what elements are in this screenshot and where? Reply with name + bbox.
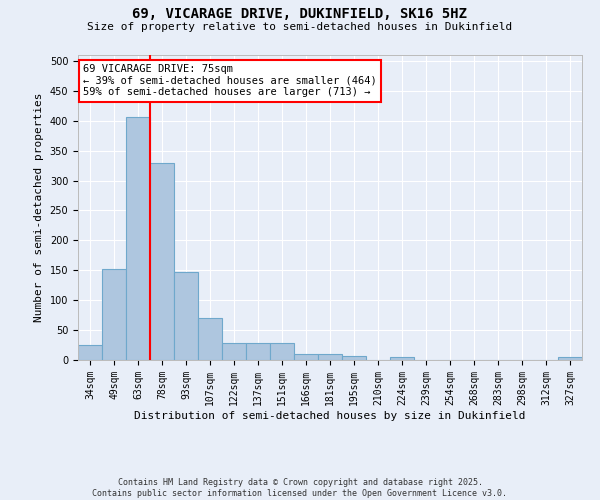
Text: 69 VICARAGE DRIVE: 75sqm
← 39% of semi-detached houses are smaller (464)
59% of : 69 VICARAGE DRIVE: 75sqm ← 39% of semi-d… xyxy=(83,64,377,98)
Bar xyxy=(270,344,294,360)
Text: Contains HM Land Registry data © Crown copyright and database right 2025.
Contai: Contains HM Land Registry data © Crown c… xyxy=(92,478,508,498)
X-axis label: Distribution of semi-detached houses by size in Dukinfield: Distribution of semi-detached houses by … xyxy=(134,410,526,420)
Bar xyxy=(246,344,270,360)
Y-axis label: Number of semi-detached properties: Number of semi-detached properties xyxy=(34,93,44,322)
Bar xyxy=(342,356,366,360)
Text: Size of property relative to semi-detached houses in Dukinfield: Size of property relative to semi-detach… xyxy=(88,22,512,32)
Bar xyxy=(558,357,582,360)
Bar xyxy=(222,344,246,360)
Bar xyxy=(318,354,342,360)
Bar xyxy=(78,345,102,360)
Bar xyxy=(150,162,174,360)
Bar xyxy=(126,116,150,360)
Bar xyxy=(294,354,318,360)
Bar xyxy=(174,272,198,360)
Bar xyxy=(198,318,222,360)
Bar xyxy=(390,357,414,360)
Text: 69, VICARAGE DRIVE, DUKINFIELD, SK16 5HZ: 69, VICARAGE DRIVE, DUKINFIELD, SK16 5HZ xyxy=(133,8,467,22)
Bar xyxy=(102,268,126,360)
